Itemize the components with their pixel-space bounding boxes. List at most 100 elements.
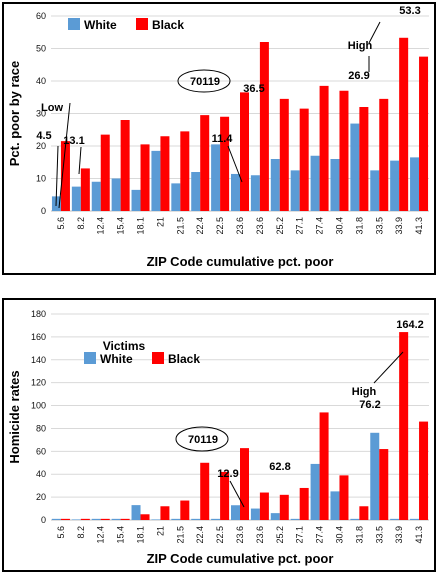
annotation-label: 26.9: [348, 70, 369, 82]
bar-black-21: [160, 136, 170, 211]
bar-black-18.1: [140, 144, 150, 211]
annotation-leader-line: [78, 146, 82, 175]
y-tick-label: 50: [36, 44, 46, 54]
x-tick-label: 33.5: [374, 526, 384, 544]
bar-black-30.4: [339, 90, 349, 211]
bar-black-27.4: [319, 85, 329, 211]
bar-white-12.4: [91, 518, 101, 520]
annotation-ellipse: [175, 426, 229, 452]
x-tick-label: 21: [155, 526, 165, 536]
annotation-label: High: [352, 386, 377, 398]
bar-black-5.6: [60, 518, 70, 520]
y-tick-label: 30: [36, 109, 46, 119]
bar-white-21: [151, 150, 161, 211]
annotation-label: 70119: [190, 76, 220, 88]
bar-white-33.5: [370, 432, 380, 520]
bar-black-12.4: [100, 518, 110, 520]
bar-white-31.8: [350, 123, 360, 211]
y-tick-label: 60: [36, 11, 46, 21]
annotation-label: 70119: [188, 434, 218, 446]
bar-white-23.6: [250, 508, 260, 520]
y-tick-label: 20: [36, 141, 46, 151]
poverty-chart-panel: 0 10 20 30 40 50 60 5.6 8.2 12.4 15.4 18.1 21 21.5 22.…: [2, 2, 436, 275]
bar-black-31.8: [359, 506, 369, 520]
bar-white-23.6: [231, 505, 240, 520]
bar-black-12.4: [100, 134, 110, 211]
bar-black-27.1: [299, 487, 309, 520]
annotation-label: High: [348, 40, 373, 52]
bar-white-23.6: [250, 175, 260, 211]
bar-black-33.5: [379, 449, 389, 520]
y-tick-label: 140: [31, 355, 46, 365]
x-tick-label: 22.5: [215, 217, 225, 235]
bar-white-33.9: [390, 518, 400, 520]
x-tick-label: 15.4: [116, 526, 126, 544]
bar-white-27.1: [290, 518, 300, 520]
bar-white-41.3: [410, 518, 420, 520]
bar-white-27.4: [310, 463, 320, 520]
x-tick-label: 27.4: [315, 526, 325, 544]
bar-black-22.5: [220, 116, 230, 211]
x-tick-label: 8.2: [76, 526, 86, 539]
annotation-leader-line: [368, 21, 381, 44]
homicide-chart-panel: 0 20 40 60 80 100 120 140 160 180 5.6 8.2 12.4 15.4 18…: [2, 298, 436, 572]
x-tick-label: 31.8: [354, 217, 364, 235]
y-tick-label: 120: [31, 378, 46, 388]
bar-black-22.4: [200, 462, 210, 520]
bar-black-27.4: [319, 412, 329, 520]
y-tick-label: 10: [36, 174, 46, 184]
bar-white-25.2: [270, 159, 280, 211]
bar-black-27.1: [299, 108, 309, 211]
x-axis-title: ZIP Code cumulative pct. poor: [147, 254, 334, 269]
x-tick-label: 15.4: [116, 217, 126, 235]
x-tick-label: 33.9: [394, 217, 404, 235]
homicide-chart: 0 20 40 60 80 100 120 140 160 180 5.6 8.2 12.4 15.4 18…: [7, 309, 429, 566]
annotation-leader-line: [55, 145, 59, 207]
x-tick-label: 23.6: [255, 526, 265, 544]
x-tick-label: 22.4: [195, 217, 205, 235]
x-tick-label: 21.5: [175, 217, 185, 235]
annotation-ellipse: [177, 69, 231, 93]
x-tick-label: 27.4: [315, 217, 325, 235]
bar-black-41.3: [419, 56, 429, 211]
bar-black-23.6: [240, 448, 249, 520]
x-axis-title: ZIP Code cumulative pct. poor: [147, 551, 334, 566]
y-tick-label: 80: [36, 423, 46, 433]
bar-white-21.5: [171, 183, 181, 211]
y-tick-label: 0: [41, 515, 46, 525]
bar-white-23.6: [231, 173, 240, 211]
bar-black-31.8: [359, 107, 369, 211]
x-tick-label: 12.4: [96, 217, 106, 235]
x-tick-label: 33.9: [394, 526, 404, 544]
annotation-label: 4.5: [36, 130, 51, 142]
y-tick-label: 0: [41, 206, 46, 216]
bar-black-15.4: [120, 518, 130, 520]
annotation-leader-line: [227, 145, 243, 183]
bar-white-31.8: [350, 518, 360, 520]
y-tick-label: 100: [31, 401, 46, 411]
x-tick-label: 30.4: [334, 217, 344, 235]
x-tick-label: 22.5: [215, 526, 225, 544]
x-tick-label: 27.1: [295, 526, 305, 544]
bar-black-23.6: [259, 492, 269, 520]
annotation-leader-line: [58, 102, 71, 209]
bar-white-5.6: [51, 518, 61, 520]
x-tick-label: 5.6: [56, 217, 66, 230]
legend-swatch-white: [68, 18, 80, 30]
bar-white-22.4: [191, 518, 201, 520]
bar-white-27.4: [310, 155, 320, 211]
bar-black-23.6: [240, 92, 249, 211]
x-tick-label: 27.1: [295, 217, 305, 235]
annotation-label: 12.9: [217, 468, 238, 480]
bar-black-8.2: [80, 518, 90, 520]
y-tick-label: 60: [36, 446, 46, 456]
legend-label-black: Black: [168, 352, 200, 366]
x-tick-label: 41.3: [414, 217, 424, 235]
bar-white-41.3: [410, 157, 420, 211]
y-tick-label: 40: [36, 76, 46, 86]
bar-white-33.9: [390, 160, 400, 211]
x-tick-label: 25.2: [275, 217, 285, 235]
x-tick-label: 23.6: [235, 526, 245, 544]
y-tick-label: 160: [31, 332, 46, 342]
bar-white-22.5: [211, 144, 221, 211]
